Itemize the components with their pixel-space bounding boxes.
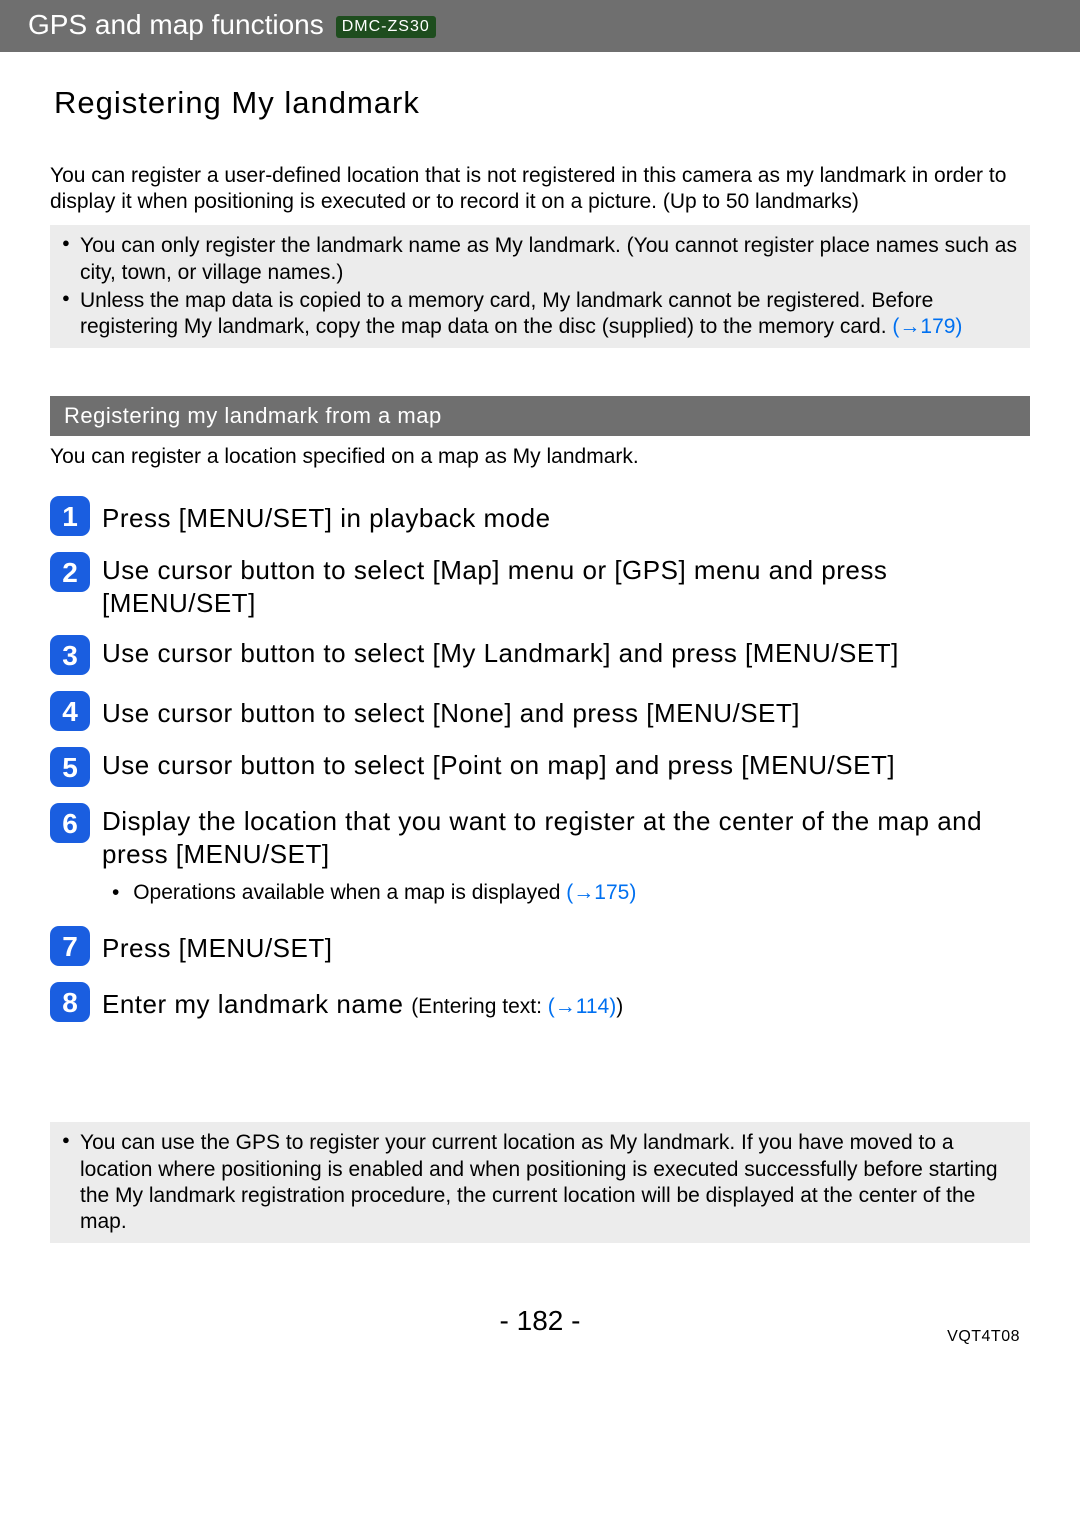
step-text: Use cursor button to select [None] and p… — [102, 691, 800, 730]
step-number-badge: 6 — [50, 803, 90, 843]
step-number-badge: 4 — [50, 691, 90, 731]
intro-text: You can register a user-defined location… — [50, 163, 1030, 216]
step-row: 5 Use cursor button to select [Point on … — [50, 747, 1030, 787]
step-number-badge: 7 — [50, 926, 90, 966]
footer: - 182 - VQT4T08 — [0, 1303, 1080, 1353]
steps-list: 1 Press [MENU/SET] in playback mode 2 Us… — [50, 496, 1030, 1022]
step-text: Enter my landmark name (Entering text: (… — [102, 982, 623, 1021]
step-number-badge: 2 — [50, 552, 90, 592]
page-link[interactable]: (→175) — [566, 881, 636, 904]
document-id: VQT4T08 — [947, 1327, 1020, 1347]
step-row: 8 Enter my landmark name (Entering text:… — [50, 982, 1030, 1022]
section-heading: Registering my landmark from a map — [50, 396, 1030, 436]
step-row: 7 Press [MENU/SET] — [50, 926, 1030, 966]
section-desc: You can register a location specified on… — [50, 444, 1030, 470]
note-suffix: ) — [616, 995, 623, 1018]
note-item: Unless the map data is copied to a memor… — [62, 288, 1018, 341]
step-text: Use cursor button to select [Point on ma… — [102, 747, 895, 782]
step-row: 4 Use cursor button to select [None] and… — [50, 691, 1030, 731]
page-title-area: Registering My landmark — [0, 52, 1080, 133]
note-item: You can use the GPS to register your cur… — [62, 1130, 1018, 1235]
note-prefix: (Entering text: — [411, 995, 542, 1018]
step-number-badge: 8 — [50, 982, 90, 1022]
step-inline-note: (Entering text: (→114)) — [411, 995, 623, 1018]
step-text: Display the location that you want to re… — [102, 803, 1030, 870]
header-bar: GPS and map functions DMC-ZS30 — [0, 0, 1080, 52]
page-link[interactable]: (→114) — [548, 995, 616, 1018]
note-box-top: You can only register the landmark name … — [50, 225, 1030, 348]
header-title: GPS and map functions — [28, 7, 324, 42]
step-row: 1 Press [MENU/SET] in playback mode — [50, 496, 1030, 536]
step-main-text: Enter my landmark name — [102, 989, 403, 1019]
note-text: Unless the map data is copied to a memor… — [80, 289, 933, 338]
note-item: You can only register the landmark name … — [62, 233, 1018, 286]
step-text: Use cursor button to select [My Landmark… — [102, 635, 899, 670]
substep-text: Operations available when a map is displ… — [133, 881, 560, 904]
page-link[interactable]: (→179) — [892, 315, 962, 338]
step-number-badge: 5 — [50, 747, 90, 787]
step-row: 3 Use cursor button to select [My Landma… — [50, 635, 1030, 675]
step-text: Use cursor button to select [Map] menu o… — [102, 552, 1030, 619]
step-text: Press [MENU/SET] — [102, 926, 332, 965]
page-title: Registering My landmark — [50, 84, 1030, 123]
step-number-badge: 3 — [50, 635, 90, 675]
substep: Operations available when a map is displ… — [112, 880, 1030, 906]
step-row: 6 Display the location that you want to … — [50, 803, 1030, 870]
page-number: - 182 - — [500, 1303, 581, 1338]
step-number-badge: 1 — [50, 496, 90, 536]
step-text: Press [MENU/SET] in playback mode — [102, 496, 551, 535]
note-box-bottom: You can use the GPS to register your cur… — [50, 1122, 1030, 1243]
step-row: 2 Use cursor button to select [Map] menu… — [50, 552, 1030, 619]
model-badge: DMC-ZS30 — [336, 16, 436, 38]
content: You can register a user-defined location… — [0, 163, 1080, 1244]
